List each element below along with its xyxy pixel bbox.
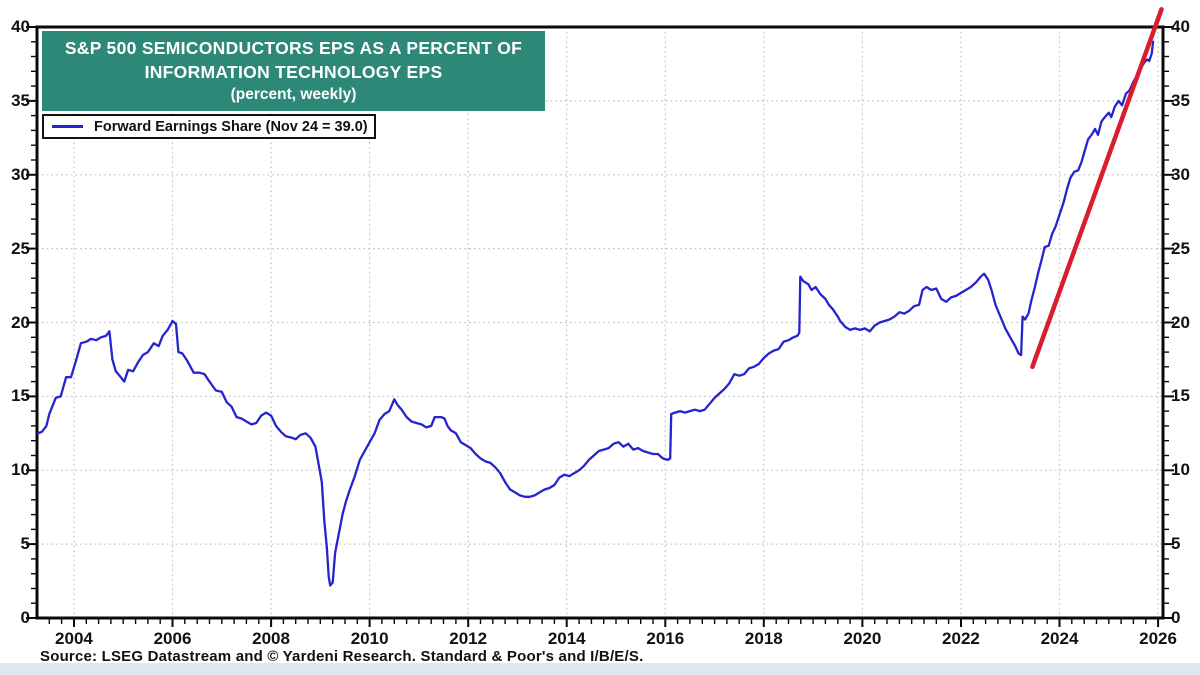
y-axis-tick-label-left: 35 [11,90,30,110]
x-axis-tick-label: 2018 [744,629,783,648]
chart-title-box: S&P 500 SEMICONDUCTORS EPS AS A PERCENT … [42,31,545,111]
y-axis-tick-label-left: 25 [11,238,30,258]
y-axis-tick-label-left: 0 [20,608,30,627]
y-axis-tick-label-right: 10 [1171,460,1190,480]
x-axis-tick-label: 2014 [547,629,586,648]
y-axis-tick-label-right: 15 [1171,386,1190,406]
x-axis-tick-label: 2026 [1139,629,1177,648]
x-axis-tick-label: 2020 [843,629,882,648]
legend-line-sample [52,125,83,128]
chart-title-line1: S&P 500 SEMICONDUCTORS EPS AS A PERCENT … [64,38,523,58]
x-axis-tick-label: 2012 [449,629,488,648]
y-axis-tick-label-right: 35 [1171,90,1190,110]
x-axis-tick-label: 2022 [942,629,980,648]
x-axis-tick-label: 2004 [55,629,93,648]
bottom-strip [0,663,1200,675]
y-axis-tick-label-right: 0 [1171,608,1181,627]
trend-line [1030,7,1164,370]
x-axis-tick-label: 2024 [1040,629,1079,648]
y-axis-tick-label-left: 40 [11,17,30,36]
y-axis-tick-label-right: 5 [1171,534,1181,554]
chart-title-line2: INFORMATION TECHNOLOGY EPS [144,62,443,82]
x-axis-tick-label: 2006 [153,629,192,648]
y-axis-tick-label-right: 20 [1171,312,1190,332]
eps-share-line [36,40,1155,587]
y-axis-tick-label-right: 30 [1171,164,1190,184]
y-axis-tick-label-right: 25 [1171,238,1190,258]
y-axis-tick-label-left: 15 [11,386,30,406]
legend-label: Forward Earnings Share (Nov 24 = 39.0) [94,118,368,135]
chart-subtitle: (percent, weekly) [230,86,357,103]
y-axis-tick-label-left: 10 [11,460,30,480]
x-axis-tick-label: 2010 [350,629,389,648]
y-axis-tick-label-right: 40 [1171,17,1190,36]
y-axis-tick-label-left: 20 [11,312,30,332]
x-axis-tick-label: 2008 [252,629,290,648]
x-axis-tick-label: 2016 [646,629,685,648]
y-axis-tick-label-left: 5 [20,534,30,554]
y-gridlines [37,100,1163,545]
legend: Forward Earnings Share (Nov 24 = 39.0) [42,114,376,139]
plot-frame [35,25,1165,620]
source-text: Source: LSEG Datastream and © Yardeni Re… [40,648,644,665]
y-axis-tick-label-left: 30 [11,164,30,184]
